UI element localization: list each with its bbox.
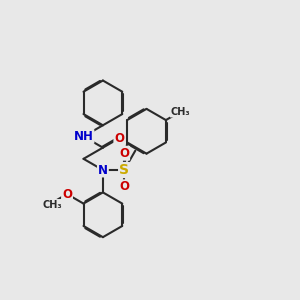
Text: CH₃: CH₃	[171, 107, 190, 117]
Text: S: S	[119, 163, 129, 177]
Text: O: O	[62, 188, 72, 201]
Text: O: O	[119, 147, 129, 160]
Text: N: N	[98, 164, 108, 176]
Text: NH: NH	[74, 130, 93, 143]
Text: O: O	[114, 132, 124, 145]
Text: CH₃: CH₃	[43, 200, 62, 210]
Text: O: O	[119, 180, 129, 193]
